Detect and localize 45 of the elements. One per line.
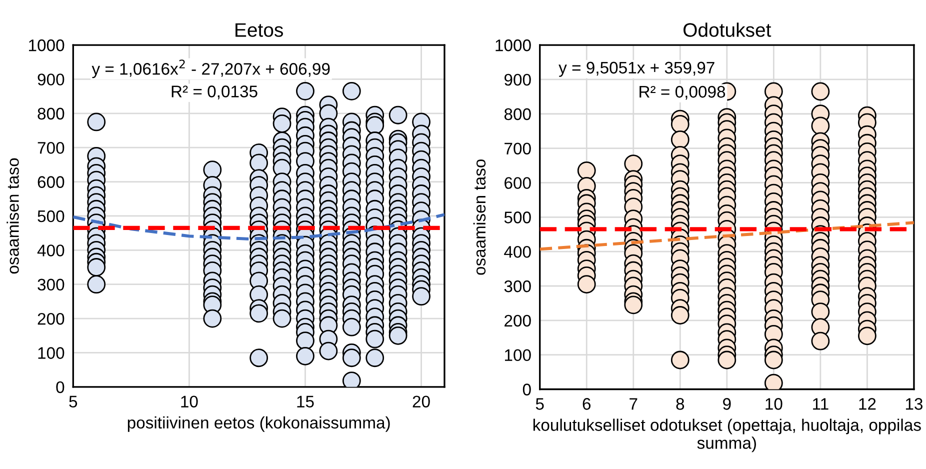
y-tick-label: 900 bbox=[38, 74, 64, 86]
y-tick-label: 700 bbox=[504, 142, 531, 154]
x-tick-label: 5 bbox=[536, 398, 544, 410]
y-axis-title: osaamisen taso bbox=[6, 158, 19, 274]
y-tick-label: 900 bbox=[504, 74, 531, 86]
y-tick-label: 800 bbox=[504, 108, 531, 120]
annotation: R² = 0,0098 bbox=[640, 86, 726, 100]
x-tick-label: 9 bbox=[723, 398, 731, 410]
annotation: R² = 0,0135 bbox=[172, 86, 258, 100]
x-tick-label: 11 bbox=[813, 398, 828, 410]
annotation: y = 9,5051x + 359,97 bbox=[558, 62, 714, 77]
x-tick-label: 20 bbox=[412, 396, 430, 408]
x-tick-label: 7 bbox=[630, 398, 638, 410]
x-tick-label: 15 bbox=[297, 396, 314, 408]
x-axis-title: koulutukselliset odotukset (opettaja, huoltaja, oppilas summa) bbox=[533, 418, 921, 452]
x-tick-label: 5 bbox=[69, 396, 78, 408]
y-tick-label: 200 bbox=[38, 312, 64, 325]
y-tick-label: 0 bbox=[56, 381, 64, 394]
chart-title: Eetos bbox=[236, 23, 283, 37]
y-tick-label: 800 bbox=[38, 108, 64, 120]
y-tick-label: 300 bbox=[504, 280, 531, 292]
y-tick-label: 600 bbox=[504, 177, 531, 189]
y-tick-label: 1000 bbox=[29, 39, 64, 52]
y-tick-label: 600 bbox=[38, 176, 64, 188]
y-tick-label: 100 bbox=[38, 347, 64, 359]
annotation: y = 1,0616x$^{2}$ - 27,207x + 606,99 bbox=[92, 60, 330, 78]
y-tick-label: 400 bbox=[504, 246, 531, 258]
y-tick-label: 0 bbox=[522, 384, 531, 396]
y-tick-label: 700 bbox=[38, 142, 64, 154]
x-tick-label: 8 bbox=[676, 398, 684, 410]
y-tick-label: 300 bbox=[38, 278, 64, 291]
x-tick-label: 10 bbox=[766, 398, 782, 410]
chart-title: Odotukset bbox=[684, 22, 772, 37]
y-tick-label: 1000 bbox=[496, 39, 531, 52]
y-tick-label: 500 bbox=[38, 210, 64, 222]
y-axis-title: osaamisen taso bbox=[473, 159, 486, 275]
y-tick-label: 500 bbox=[504, 212, 531, 224]
y-tick-label: 400 bbox=[37, 244, 64, 256]
x-tick-label: 13 bbox=[906, 398, 922, 410]
x-tick-label: 10 bbox=[181, 396, 198, 408]
y-tick-label: 200 bbox=[504, 314, 531, 327]
y-tick-label: 100 bbox=[504, 349, 531, 362]
x-tick-label: 12 bbox=[859, 398, 876, 410]
x-axis-title: positiivinen eetos (kokonaissumma) bbox=[128, 416, 390, 432]
x-tick-label: 6 bbox=[582, 398, 591, 410]
